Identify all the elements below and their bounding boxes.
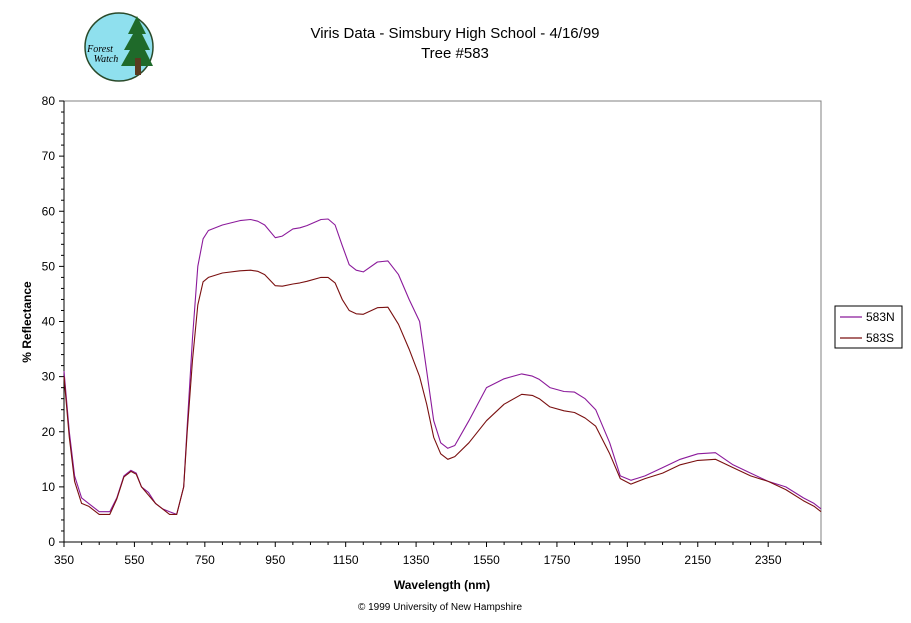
x-axis-title: Wavelength (nm) (394, 578, 490, 592)
y-tick-label: 20 (42, 425, 56, 439)
x-tick-label: 950 (265, 553, 285, 567)
x-tick-label: 1750 (544, 553, 571, 567)
x-tick-label: 750 (195, 553, 215, 567)
x-tick-label: 2150 (684, 553, 711, 567)
y-tick-label: 0 (48, 535, 55, 549)
series-lines (63, 218, 822, 515)
copyright-credit: © 1999 University of New Hampshire (358, 602, 523, 613)
y-tick-label: 80 (42, 94, 56, 108)
series-line-583n (63, 218, 822, 515)
series-line-583s (63, 269, 822, 515)
plot-area-frame (63, 100, 822, 543)
legend-box (834, 305, 903, 349)
x-tick-label: 2350 (755, 553, 782, 567)
y-tick-labels: 0 10 20 30 40 50 60 70 80 (42, 94, 56, 549)
chart-subtitle: Tree #583 (421, 45, 489, 62)
x-tick-label: 350 (54, 553, 74, 567)
y-tick-label: 30 (42, 370, 56, 384)
logo-text-line1: Forest (86, 44, 113, 55)
tree-icon (121, 16, 153, 66)
x-tick-labels: 350 550 750 950 1150 1350 1550 1750 1950 2150 2350 (54, 553, 782, 567)
y-tick-label: 60 (42, 204, 56, 218)
x-tick-label: 550 (124, 553, 144, 567)
logo-text-line2: Watch (94, 54, 119, 65)
legend-label-583n: 583N (866, 310, 895, 324)
x-tick-label: 1150 (333, 553, 359, 567)
y-tick-label: 40 (42, 315, 56, 329)
x-tick-label: 1950 (614, 553, 641, 567)
chart-title: Viris Data - Simsbury High School - 4/16… (310, 25, 599, 42)
y-axis-title: % Reflectance (20, 281, 34, 363)
axes (59, 100, 822, 547)
y-tick-label: 10 (42, 480, 56, 494)
y-tick-label: 70 (42, 149, 56, 163)
x-tick-label: 1550 (473, 553, 500, 567)
x-tick-label: 1350 (403, 553, 430, 567)
legend-label-583s: 583S (866, 331, 894, 345)
tree-trunk-icon (135, 58, 141, 75)
forest-watch-logo: Forest Watch (84, 12, 154, 82)
legend: 583N 583S (834, 305, 903, 349)
y-tick-label: 50 (42, 259, 56, 273)
